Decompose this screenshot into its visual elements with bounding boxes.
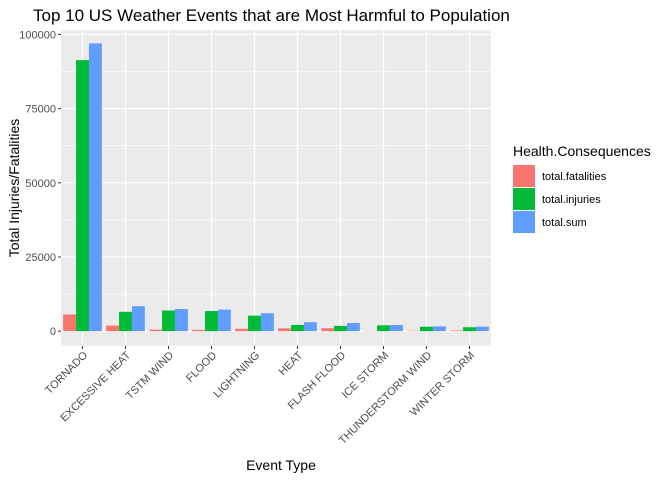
bar-total-fatalities bbox=[278, 328, 292, 332]
bar-total-fatalities bbox=[63, 314, 77, 332]
legend-label: total.injuries bbox=[542, 194, 601, 206]
x-axis-title: Event Type bbox=[246, 457, 316, 473]
bar-total-sum bbox=[260, 313, 274, 332]
bars bbox=[63, 43, 489, 332]
bar-total-injuries bbox=[205, 311, 218, 332]
y-tick-label: 0 bbox=[50, 326, 56, 338]
bar-total-injuries bbox=[162, 310, 175, 332]
legend-swatch bbox=[513, 188, 535, 210]
bar-total-fatalities bbox=[149, 329, 163, 332]
plot-panel bbox=[61, 30, 491, 346]
bar-total-fatalities bbox=[235, 328, 249, 332]
bar-total-injuries bbox=[119, 311, 132, 332]
bar-total-injuries bbox=[377, 325, 390, 332]
legend-label: total.sum bbox=[542, 217, 587, 229]
legend-swatch bbox=[513, 165, 535, 187]
grid-minor bbox=[61, 71, 491, 295]
bar-total-sum bbox=[389, 325, 403, 332]
bar-total-injuries bbox=[291, 324, 304, 332]
bar-total-fatalities bbox=[106, 325, 120, 332]
y-axis-ticks: 0 25000 50000 75000 100000 bbox=[19, 29, 61, 338]
bar-total-injuries bbox=[334, 325, 347, 332]
bar-total-sum bbox=[432, 326, 446, 332]
bar-total-fatalities bbox=[321, 328, 335, 332]
legend-label: total.fatalities bbox=[542, 171, 607, 183]
x-tick-label: FLOOD bbox=[184, 349, 219, 384]
y-tick-label: 100000 bbox=[19, 29, 56, 41]
y-tick-label: 50000 bbox=[25, 178, 56, 190]
bar-total-injuries bbox=[248, 315, 261, 332]
bar-total-sum bbox=[475, 326, 489, 332]
y-tick-label: 75000 bbox=[25, 104, 56, 116]
bar-total-sum bbox=[217, 309, 231, 332]
bar-total-sum bbox=[88, 43, 102, 332]
bar-total-injuries bbox=[463, 327, 476, 332]
bar-total-sum bbox=[303, 322, 317, 332]
bar-total-sum bbox=[346, 322, 360, 332]
legend-title: Health.Consequences bbox=[513, 143, 651, 159]
bar-total-injuries bbox=[420, 326, 433, 332]
bar-total-sum bbox=[131, 306, 145, 332]
bar-total-sum bbox=[174, 309, 188, 332]
y-axis-title: Total Injuries/Fatalities bbox=[6, 119, 22, 258]
legend: Health.Consequences total.fatalities tota… bbox=[513, 143, 651, 233]
x-tick-label: HEAT bbox=[277, 349, 306, 378]
chart-title: Top 10 US Weather Events that are Most H… bbox=[33, 6, 510, 25]
legend-swatch bbox=[513, 211, 535, 233]
y-tick-label: 25000 bbox=[25, 252, 56, 264]
bar-total-fatalities bbox=[192, 329, 206, 332]
bar-total-injuries bbox=[76, 60, 89, 332]
bar-total-fatalities bbox=[450, 330, 464, 332]
x-tick-label: LIGHTNING bbox=[211, 349, 262, 400]
